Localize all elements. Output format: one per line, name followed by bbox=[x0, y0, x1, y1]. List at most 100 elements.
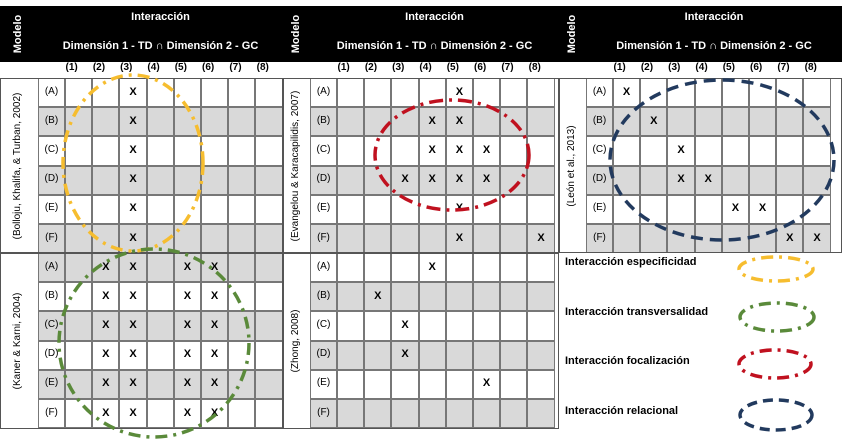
matrix-cell bbox=[146, 369, 174, 399]
x-mark: X bbox=[102, 406, 110, 419]
frame-model-5 bbox=[283, 253, 559, 429]
matrix-cell bbox=[473, 253, 501, 283]
matrix-cell bbox=[500, 340, 528, 370]
matrix-cell bbox=[640, 78, 668, 108]
legend-label: Interacción transversalidad bbox=[565, 306, 709, 318]
x-mark: X bbox=[102, 260, 110, 273]
matrix-cell bbox=[364, 78, 392, 108]
x-mark: X bbox=[129, 348, 137, 361]
column-number: (5) bbox=[446, 62, 459, 73]
header-interaction-2: Interacción bbox=[405, 11, 464, 23]
column-number: (1) bbox=[65, 62, 78, 73]
row-label: (B) bbox=[44, 289, 59, 301]
legend-ellipse-relational bbox=[738, 398, 814, 432]
matrix-cell bbox=[255, 399, 283, 429]
matrix-cell bbox=[391, 136, 419, 166]
matrix-cell bbox=[65, 165, 93, 195]
matrix-cell bbox=[364, 311, 392, 341]
matrix-cell bbox=[65, 340, 93, 370]
row-label-cell bbox=[38, 369, 65, 399]
x-mark: X bbox=[537, 231, 545, 244]
matrix-cell bbox=[364, 399, 392, 429]
row-label: (A) bbox=[44, 260, 59, 272]
row-label: (F) bbox=[593, 231, 606, 243]
column-number: (6) bbox=[750, 62, 763, 73]
row-label: (D) bbox=[44, 348, 59, 360]
matrix-cell bbox=[364, 282, 392, 312]
row-label: (F) bbox=[317, 406, 330, 418]
matrix-cell bbox=[721, 194, 749, 224]
matrix-cell bbox=[146, 78, 174, 108]
matrix-cell bbox=[418, 369, 446, 399]
row-label-cell bbox=[586, 165, 613, 195]
row-label: (B) bbox=[316, 289, 331, 301]
x-mark: X bbox=[401, 319, 409, 331]
matrix-cell bbox=[337, 194, 365, 224]
legend-ellipse-focalization bbox=[737, 348, 813, 380]
matrix-cell bbox=[337, 369, 365, 399]
matrix-cell bbox=[364, 165, 392, 195]
x-mark: X bbox=[129, 202, 137, 215]
column-number: (5) bbox=[174, 62, 187, 73]
matrix-cell bbox=[173, 165, 201, 195]
matrix-cell bbox=[65, 136, 93, 166]
matrix-cell bbox=[527, 369, 555, 399]
frame-model-4 bbox=[0, 253, 283, 429]
x-mark: X bbox=[210, 260, 219, 273]
matrix-cell bbox=[201, 369, 229, 399]
column-number: (2) bbox=[92, 62, 106, 73]
matrix-cell bbox=[228, 311, 256, 341]
column-number: (8) bbox=[804, 62, 817, 73]
matrix-cell bbox=[201, 165, 229, 195]
matrix-cell bbox=[146, 282, 174, 312]
matrix-cell bbox=[228, 165, 256, 195]
header-dimensions-3: Dimensión 1 - TD ∩ Dimensión 2 - GC bbox=[616, 40, 812, 52]
matrix-cell bbox=[119, 136, 147, 166]
matrix-cell bbox=[173, 340, 201, 370]
x-mark: X bbox=[102, 289, 110, 302]
row-label-cell bbox=[310, 311, 337, 341]
matrix-cell bbox=[445, 136, 473, 166]
column-number: (8) bbox=[528, 62, 541, 73]
matrix-cell bbox=[445, 165, 473, 195]
matrix-cell bbox=[391, 399, 419, 429]
matrix-cell bbox=[201, 107, 229, 137]
column-number: (7) bbox=[501, 62, 514, 73]
matrix-cell bbox=[337, 136, 365, 166]
column-number: (3) bbox=[392, 62, 405, 73]
matrix-cell bbox=[92, 136, 120, 166]
matrix-cell bbox=[473, 369, 501, 399]
matrix-cell bbox=[119, 399, 147, 429]
x-mark: X bbox=[183, 377, 192, 390]
matrix-cell bbox=[255, 282, 283, 312]
matrix-cell bbox=[146, 165, 174, 195]
row-label: (D) bbox=[316, 348, 331, 360]
row-label: (C) bbox=[44, 319, 59, 330]
row-label-cell bbox=[38, 136, 65, 166]
x-mark: X bbox=[374, 289, 382, 302]
legend-label: Interacción focalización bbox=[565, 355, 690, 367]
row-label: (A) bbox=[44, 85, 59, 97]
x-mark: X bbox=[455, 231, 464, 244]
matrix-cell bbox=[255, 194, 283, 224]
matrix-cell bbox=[445, 107, 473, 137]
matrix-cell bbox=[527, 165, 555, 195]
matrix-cell bbox=[445, 224, 473, 254]
matrix-cell bbox=[364, 107, 392, 137]
row-label: (C) bbox=[316, 144, 331, 155]
row-label-cell bbox=[38, 282, 65, 312]
matrix-cell bbox=[776, 165, 804, 195]
x-mark: X bbox=[183, 406, 192, 419]
legend-ellipse-transversality bbox=[738, 301, 816, 333]
x-mark: X bbox=[482, 144, 491, 156]
matrix-cell bbox=[228, 107, 256, 137]
column-number: (6) bbox=[202, 62, 215, 73]
matrix-cell bbox=[228, 78, 256, 108]
matrix-cell bbox=[364, 369, 392, 399]
row-label: (D) bbox=[316, 173, 331, 185]
x-mark: X bbox=[210, 406, 219, 419]
row-label-cell bbox=[586, 107, 613, 137]
matrix-cell bbox=[146, 340, 174, 370]
matrix-cell bbox=[500, 107, 528, 137]
x-mark: X bbox=[129, 377, 137, 390]
